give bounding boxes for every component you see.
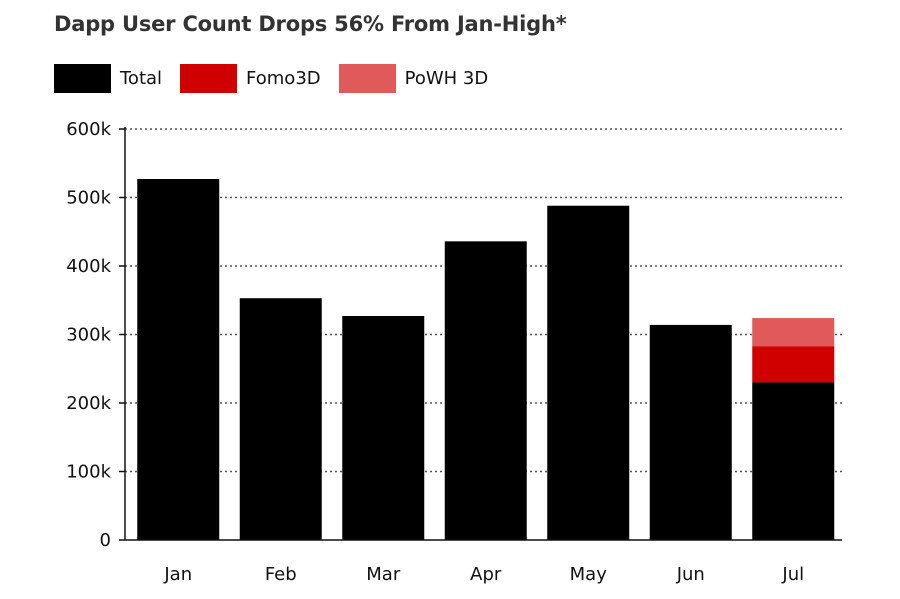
bar-total-apr [444,241,527,540]
x-tick-label: Jun [676,564,705,585]
bar-powh3d-jul [752,318,835,347]
y-tick-label: 300k [66,325,111,346]
y-tick-label: 500k [66,188,111,209]
bar-total-jan [137,179,220,540]
bar-total-jun [649,324,732,540]
bar-total-jul [752,382,835,540]
legend-swatch-powh3d [338,63,396,93]
y-tick-label: 400k [66,256,111,277]
legend-item-fomo3d: Fomo3D [180,63,321,93]
chart-legend: Total Fomo3D PoWH 3D [54,63,506,93]
x-tick-label: Jan [163,564,192,585]
y-tick-label: 100k [66,462,111,483]
legend-label-fomo3d: Fomo3D [246,67,321,89]
x-tick-label: May [570,564,608,585]
legend-item-total: Total [54,63,163,93]
bar-total-may [547,205,630,540]
legend-swatch-fomo3d [180,63,238,93]
x-tick-label: Mar [366,564,401,585]
bar-fomo3d-jul [752,346,835,383]
x-tick-label: Apr [470,564,502,585]
legend-label-powh3d: PoWH 3D [404,67,489,89]
y-tick-label: 200k [66,393,111,414]
bar-total-mar [342,316,425,540]
y-tick-label: 600k [66,119,111,140]
legend-swatch-total [54,63,111,93]
chart-title: Dapp User Count Drops 56% From Jan-High* [54,12,567,36]
x-tick-label: Feb [265,564,297,585]
x-tick-label: Jul [781,564,804,585]
legend-item-powh3d: PoWH 3D [338,63,489,93]
bar-total-feb [239,298,322,540]
legend-label-total: Total [120,67,163,89]
y-tick-label: 0 [100,530,111,551]
